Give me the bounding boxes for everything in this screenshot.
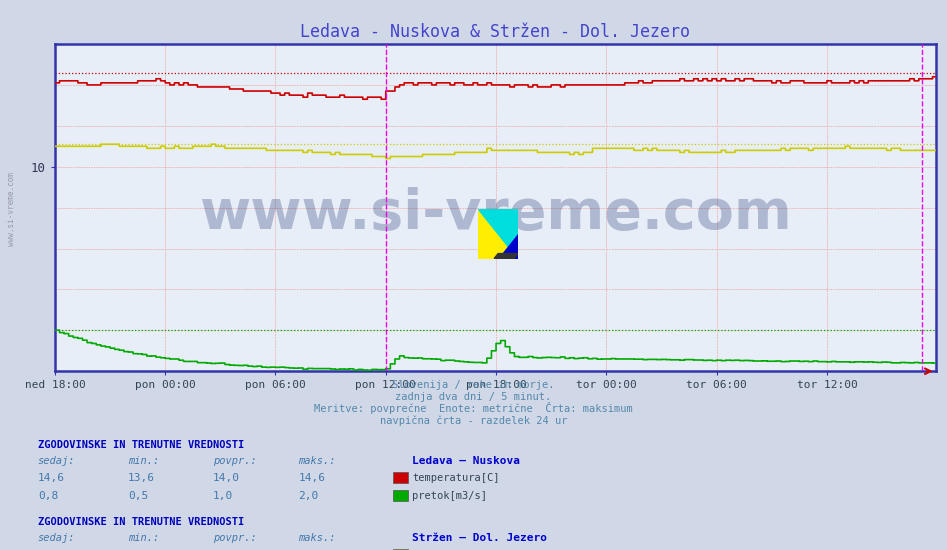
Text: 14,6: 14,6	[38, 473, 65, 483]
Text: www.si-vreme.com: www.si-vreme.com	[199, 187, 792, 241]
Text: min.:: min.:	[128, 532, 159, 543]
Text: zadnja dva dni / 5 minut.: zadnja dva dni / 5 minut.	[396, 392, 551, 402]
Text: ZGODOVINSKE IN TRENUTNE VREDNOSTI: ZGODOVINSKE IN TRENUTNE VREDNOSTI	[38, 440, 244, 450]
Text: 1,0: 1,0	[213, 491, 233, 501]
Text: temperatura[C]: temperatura[C]	[412, 473, 499, 483]
Text: 13,6: 13,6	[128, 473, 155, 483]
Text: 0,8: 0,8	[38, 491, 58, 501]
Text: povpr.:: povpr.:	[213, 455, 257, 466]
Polygon shape	[478, 209, 518, 258]
Polygon shape	[494, 254, 518, 258]
Text: Slovenija / reke in morje.: Slovenija / reke in morje.	[392, 379, 555, 390]
Text: Stržen – Dol. Jezero: Stržen – Dol. Jezero	[412, 532, 547, 543]
Text: navpična črta - razdelek 24 ur: navpična črta - razdelek 24 ur	[380, 416, 567, 426]
Polygon shape	[478, 209, 518, 258]
Text: maks.:: maks.:	[298, 532, 336, 543]
Text: 0,5: 0,5	[128, 491, 148, 501]
Polygon shape	[498, 234, 518, 258]
Text: min.:: min.:	[128, 455, 159, 466]
Text: ZGODOVINSKE IN TRENUTNE VREDNOSTI: ZGODOVINSKE IN TRENUTNE VREDNOSTI	[38, 517, 244, 527]
Text: maks.:: maks.:	[298, 455, 336, 466]
Text: 14,0: 14,0	[213, 473, 241, 483]
Text: pretok[m3/s]: pretok[m3/s]	[412, 491, 487, 501]
Text: Ledava – Nuskova: Ledava – Nuskova	[412, 455, 520, 466]
Text: sedaj:: sedaj:	[38, 532, 76, 543]
Title: Ledava - Nuskova & Stržen - Dol. Jezero: Ledava - Nuskova & Stržen - Dol. Jezero	[300, 23, 690, 41]
Text: sedaj:: sedaj:	[38, 455, 76, 466]
Text: 2,0: 2,0	[298, 491, 318, 501]
Text: 14,6: 14,6	[298, 473, 326, 483]
Text: povpr.:: povpr.:	[213, 532, 257, 543]
Text: Meritve: povprečne  Enote: metrične  Črta: maksimum: Meritve: povprečne Enote: metrične Črta:…	[314, 402, 633, 414]
Text: www.si-vreme.com: www.si-vreme.com	[7, 172, 16, 246]
